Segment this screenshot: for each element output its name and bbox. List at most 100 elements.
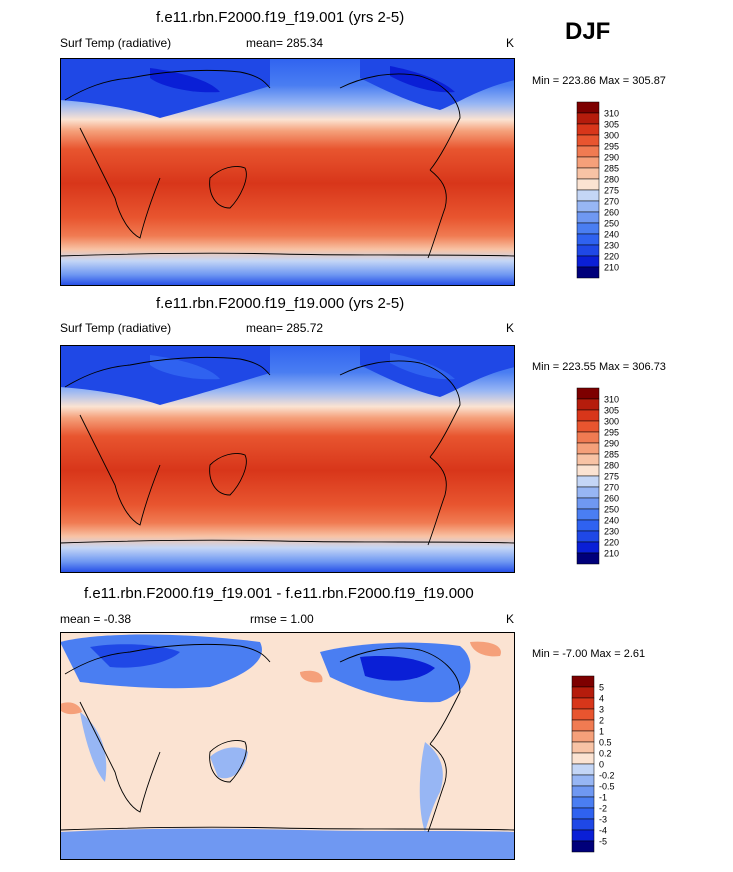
panel-1-title: f.e11.rbn.F2000.f19_f19.001 (yrs 2-5): [156, 9, 405, 26]
panel-2-map: [60, 345, 515, 573]
colorbar-tick-label: 280: [604, 461, 619, 471]
panel-2-units-label: K: [506, 321, 515, 335]
panel-1-mean-label: mean= 285.34: [246, 36, 324, 50]
colorbar-swatch: [571, 807, 595, 820]
panel-2-minmax-label: Min = 223.55 Max = 306.73: [532, 361, 666, 373]
panel-3-title: f.e11.rbn.F2000.f19_f19.001 - f.e11.rbn.…: [84, 585, 474, 602]
panel-1-coastlines: [60, 69, 515, 259]
colorbar-swatch: [571, 686, 595, 699]
colorbar-swatch: [576, 420, 600, 433]
colorbar-tick-label: 220: [604, 538, 619, 548]
colorbar-swatch: [576, 486, 600, 499]
panel-3-map: [60, 632, 515, 860]
colorbar-tick-label: 2: [599, 716, 604, 726]
colorbar-swatch: [576, 112, 600, 125]
panel-3-mean-label: mean = -0.38: [60, 612, 132, 626]
colorbar-swatch: [576, 453, 600, 466]
colorbar-swatch: [576, 233, 600, 246]
colorbar-swatch: [571, 719, 595, 732]
colorbar-swatch: [571, 741, 595, 754]
colorbar-swatch: [576, 101, 600, 114]
panel-1-variable-label: Surf Temp (radiative): [60, 36, 172, 50]
colorbar-swatch: [576, 431, 600, 444]
colorbar-swatch: [576, 497, 600, 510]
panel-2-coastlines: [60, 356, 515, 546]
season-label: DJF: [565, 18, 611, 45]
colorbar-swatch: [571, 829, 595, 842]
panel-3-rmse-label: rmse = 1.00: [250, 612, 314, 626]
colorbar-swatch: [576, 442, 600, 455]
colorbar-swatch: [571, 763, 595, 776]
colorbar-tick-label: 290: [604, 153, 619, 163]
panel-3-positive-anomalies: [60, 641, 501, 715]
colorbar-tick-label: 285: [604, 450, 619, 460]
colorbar-swatch: [576, 200, 600, 213]
colorbar-tick-label: 260: [604, 494, 619, 504]
panel-3-minmax-label: Min = -7.00 Max = 2.61: [532, 648, 646, 660]
colorbar-swatch: [576, 145, 600, 158]
colorbar-swatch: [576, 519, 600, 532]
colorbar-tick-label: 3: [599, 705, 604, 715]
colorbar-swatch: [576, 409, 600, 422]
colorbar-tick-label: -0.2: [599, 771, 615, 781]
colorbar-swatch: [576, 123, 600, 136]
colorbar-tick-label: 260: [604, 208, 619, 218]
colorbar-swatch: [571, 675, 595, 688]
colorbar-tick-label: 295: [604, 142, 619, 152]
panel-1-units-label: K: [506, 36, 515, 50]
colorbar-tick-label: 1: [599, 727, 604, 737]
colorbar-tick-label: 275: [604, 472, 619, 482]
colorbar-tick-label: 280: [604, 175, 619, 185]
colorbar-tick-label: 4: [599, 694, 604, 704]
panel-3-coastlines: [60, 643, 515, 833]
colorbar-swatch: [571, 697, 595, 710]
colorbar-tick-label: 220: [604, 252, 619, 262]
colorbar-swatch: [571, 840, 595, 853]
panel-1-minmax-label: Min = 223.86 Max = 305.87: [532, 75, 666, 87]
colorbar-tick-label: 310: [604, 109, 619, 119]
colorbar-tick-label: 310: [604, 395, 619, 405]
colorbar-tick-label: 210: [604, 263, 619, 273]
colorbar-tick-label: 0.5: [599, 738, 612, 748]
colorbar-tick-label: 290: [604, 439, 619, 449]
panel-1-map: [60, 58, 515, 286]
colorbar-tick-label: 270: [604, 197, 619, 207]
colorbar-tick-label: 230: [604, 527, 619, 537]
panel-3-negative-anomalies: [60, 634, 515, 860]
colorbar-tick-label: 305: [604, 406, 619, 416]
colorbar-tick-label: 5: [599, 683, 604, 693]
colorbar-tick-label: 240: [604, 230, 619, 240]
colorbar-tick-label: 300: [604, 131, 619, 141]
colorbar-tick-label: -3: [599, 815, 607, 825]
colorbar-tick-label: 230: [604, 241, 619, 251]
colorbar-swatch: [571, 708, 595, 721]
colorbar-tick-label: 250: [604, 219, 619, 229]
panel-2-variable-label: Surf Temp (radiative): [60, 321, 172, 335]
colorbar-tick-label: 0: [599, 760, 604, 770]
colorbar-swatch: [576, 167, 600, 180]
colorbar-swatch: [576, 244, 600, 257]
colorbar-tick-label: 275: [604, 186, 619, 196]
colorbar-swatch: [576, 541, 600, 554]
colorbar-swatch: [576, 211, 600, 224]
colorbar-swatch: [571, 752, 595, 765]
colorbar-swatch: [571, 796, 595, 809]
colorbar-tick-label: -5: [599, 837, 607, 847]
colorbar-tick-label: 285: [604, 164, 619, 174]
panel-2-colorbar: 3103053002952902852802752702602502402302…: [576, 387, 619, 565]
colorbar-swatch: [576, 156, 600, 169]
colorbar-swatch: [576, 189, 600, 202]
colorbar-tick-label: 0.2: [599, 749, 612, 759]
colorbar-swatch: [576, 222, 600, 235]
colorbar-tick-label: -4: [599, 826, 607, 836]
colorbar-tick-label: -2: [599, 804, 607, 814]
panel-2-mean-label: mean= 285.72: [246, 321, 324, 335]
colorbar-swatch: [571, 818, 595, 831]
colorbar-tick-label: 295: [604, 428, 619, 438]
colorbar-tick-label: 210: [604, 549, 619, 559]
colorbar-swatch: [571, 785, 595, 798]
colorbar-swatch: [576, 387, 600, 400]
colorbar-swatch: [576, 178, 600, 191]
panel-3-units-label: K: [506, 612, 515, 626]
